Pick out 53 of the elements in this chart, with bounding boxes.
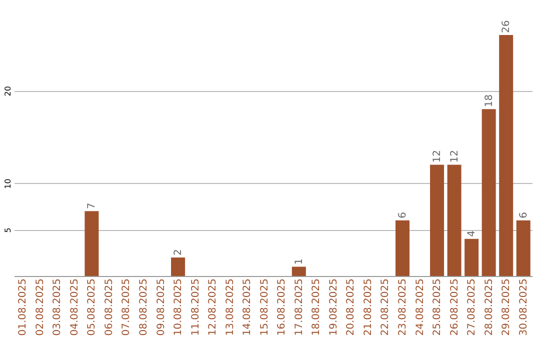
- bar: [499, 35, 514, 276]
- x-tick-label: 29.08.2025: [501, 278, 512, 336]
- x-tick-label: 16.08.2025: [276, 278, 288, 336]
- x-tick-label: 04.08.2025: [69, 278, 80, 336]
- y-tick-label: 10: [4, 178, 12, 189]
- bar: [482, 109, 496, 276]
- x-tick-label: 30.08.2025: [518, 278, 530, 336]
- bar: [447, 164, 462, 276]
- x-tick-label: 08.08.2025: [138, 278, 150, 336]
- data-label: 12: [432, 150, 444, 163]
- x-tick-label: 20.08.2025: [346, 278, 357, 336]
- x-tick-label: 02.08.2025: [34, 278, 46, 336]
- x-tick-label: 17.08.2025: [294, 278, 305, 336]
- data-label: 12: [449, 150, 460, 163]
- x-tick-label: 06.08.2025: [104, 278, 115, 336]
- data-label: 4: [466, 230, 478, 237]
- x-tick-label: 22.08.2025: [380, 278, 392, 336]
- x-tick-label: 25.08.2025: [432, 278, 444, 336]
- data-label: 26: [501, 20, 512, 33]
- x-tick-label: 11.08.2025: [190, 278, 202, 336]
- x-tick-label: 23.08.2025: [398, 278, 408, 336]
- x-tick-label: 19.08.2025: [328, 278, 340, 336]
- x-tick-label: 27.08.2025: [466, 278, 478, 336]
- x-tick-label: 28.08.2025: [484, 278, 495, 336]
- x-tick-label: 10.08.2025: [173, 278, 184, 336]
- x-tick-label: 12.08.2025: [208, 278, 219, 336]
- data-label: 7: [86, 202, 98, 210]
- bar: [464, 238, 479, 276]
- bar: [84, 211, 99, 276]
- x-tick-label: 18.08.2025: [311, 278, 322, 336]
- x-tick-label: 21.08.2025: [362, 278, 374, 336]
- bar: [516, 220, 530, 276]
- y-tick-label: 5: [4, 228, 12, 233]
- bar: [292, 266, 306, 276]
- bar: [171, 257, 186, 276]
- x-tick-label: 03.08.2025: [52, 278, 64, 336]
- x-tick-label: 24.08.2025: [414, 278, 426, 336]
- data-label: 6: [518, 212, 530, 218]
- x-tick-label: 15.08.2025: [259, 278, 270, 336]
- bar: [396, 220, 410, 276]
- x-tick-label: 26.08.2025: [449, 278, 460, 336]
- bar: [430, 164, 444, 276]
- data-label: 2: [173, 249, 184, 256]
- x-tick-label: 07.08.2025: [121, 278, 132, 336]
- x-tick-label: 05.08.2025: [86, 278, 98, 336]
- x-tick-label: 13.08.2025: [224, 278, 236, 336]
- data-label: 6: [398, 212, 408, 218]
- data-label: 1: [294, 258, 305, 265]
- x-tick-label: 14.08.2025: [242, 278, 254, 336]
- y-tick-label: 20: [4, 86, 12, 96]
- data-label: 18: [484, 94, 495, 108]
- x-tick-label: 01.08.2025: [18, 278, 29, 336]
- x-tick-label: 09.08.2025: [156, 278, 167, 336]
